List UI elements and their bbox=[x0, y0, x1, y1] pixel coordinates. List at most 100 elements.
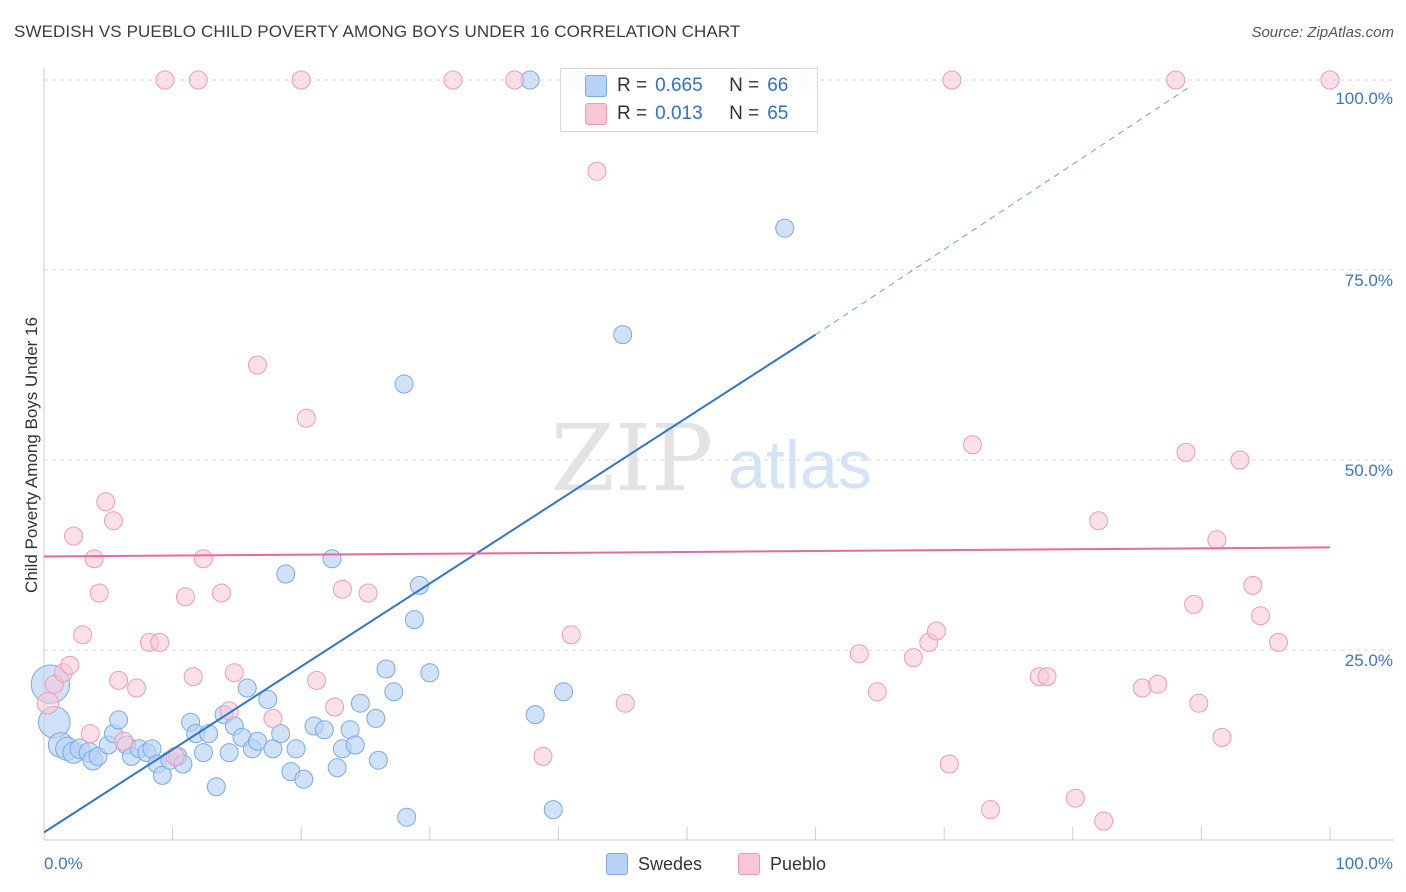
pueblo-point bbox=[114, 731, 134, 751]
swedes-point bbox=[247, 731, 267, 751]
pueblo-point bbox=[155, 70, 175, 90]
swedes-point bbox=[525, 705, 545, 725]
pueblo-points bbox=[36, 70, 1340, 831]
n-label: N = bbox=[729, 75, 760, 96]
r-value: 0.013 bbox=[655, 103, 703, 124]
pueblo-point bbox=[1184, 594, 1204, 614]
pueblo-point bbox=[1212, 727, 1232, 747]
pueblo-point bbox=[224, 663, 244, 683]
pueblo-point bbox=[615, 693, 635, 713]
pueblo-point bbox=[962, 435, 982, 455]
pueblo-point bbox=[109, 670, 129, 690]
pueblo-point bbox=[127, 678, 147, 698]
swedes-point bbox=[420, 663, 440, 683]
pueblo-point bbox=[193, 549, 213, 569]
pueblo-point bbox=[60, 655, 80, 675]
swedes-point bbox=[554, 682, 574, 702]
pueblo-point bbox=[291, 70, 311, 90]
source-label: Source: ZipAtlas.com bbox=[1251, 24, 1394, 41]
swedes-point bbox=[193, 743, 213, 763]
pueblo-point bbox=[1207, 530, 1227, 550]
swedes-legend-swatch bbox=[606, 853, 628, 875]
swedes-point bbox=[327, 758, 347, 778]
swedes-point bbox=[368, 750, 388, 770]
n-label: N = bbox=[729, 103, 760, 124]
pueblo-point bbox=[1065, 788, 1085, 808]
pueblo-point bbox=[1094, 811, 1114, 831]
pueblo-point bbox=[939, 754, 959, 774]
pueblo-point bbox=[211, 583, 231, 603]
pueblo-point bbox=[1320, 70, 1340, 90]
swedes-point bbox=[294, 769, 314, 789]
pueblo-point bbox=[1269, 632, 1289, 652]
pueblo-point bbox=[903, 648, 923, 668]
pueblo-point bbox=[332, 579, 352, 599]
swedes-point bbox=[384, 682, 404, 702]
stats-row-pueblo: R = 0.013 N = 65 bbox=[585, 101, 788, 127]
swedes-point bbox=[404, 610, 424, 630]
pueblo-point bbox=[980, 800, 1000, 820]
pueblo-point bbox=[1243, 575, 1263, 595]
pueblo-point bbox=[1176, 442, 1196, 462]
pueblo-point bbox=[165, 746, 185, 766]
y-tick-label: 25.0% bbox=[1345, 651, 1393, 670]
pueblo-point bbox=[80, 724, 100, 744]
pueblo-point bbox=[296, 408, 316, 428]
grid-lines bbox=[44, 79, 1394, 651]
watermark-atlas: atlas bbox=[728, 427, 872, 503]
stats-legend: R = 0.665 N = 66 R = 0.013 N = 65 bbox=[560, 68, 818, 132]
r-label: R = bbox=[617, 103, 648, 124]
pueblo-point bbox=[325, 697, 345, 717]
swedes-point bbox=[376, 659, 396, 679]
swedes-point bbox=[322, 549, 342, 569]
swedes-point bbox=[152, 765, 172, 785]
swedes-point bbox=[366, 708, 386, 728]
pueblo-point bbox=[73, 625, 93, 645]
swedes-trend-extension bbox=[815, 87, 1189, 336]
swedes-point bbox=[350, 693, 370, 713]
pueblo-point bbox=[1189, 693, 1209, 713]
pueblo-point bbox=[1148, 674, 1168, 694]
swedes-point bbox=[394, 374, 414, 394]
x-tick-label: 0.0% bbox=[44, 854, 83, 873]
legend-label-swedes: Swedes bbox=[638, 853, 703, 874]
pueblo-point bbox=[1251, 606, 1271, 626]
r-value: 0.665 bbox=[655, 75, 703, 96]
pueblo-swatch bbox=[585, 103, 607, 125]
pueblo-point bbox=[263, 708, 283, 728]
r-label: R = bbox=[617, 75, 648, 96]
pueblo-point bbox=[533, 746, 553, 766]
pueblo-point bbox=[1166, 70, 1186, 90]
swedes-point bbox=[258, 689, 278, 709]
pueblo-point bbox=[89, 583, 109, 603]
y-tick-label: 75.0% bbox=[1345, 271, 1393, 290]
swedes-point bbox=[775, 218, 795, 238]
chart-title: SWEDISH VS PUEBLO CHILD POVERTY AMONG BO… bbox=[14, 22, 741, 41]
swedes-point bbox=[613, 325, 633, 345]
pueblo-point bbox=[96, 492, 116, 512]
swedes-point bbox=[263, 739, 283, 759]
pueblo-point bbox=[867, 682, 887, 702]
swedes-point bbox=[206, 777, 226, 797]
swedes-point bbox=[397, 807, 417, 827]
pueblo-point bbox=[247, 355, 267, 375]
trend-lines bbox=[43, 87, 1331, 834]
pueblo-point bbox=[64, 526, 84, 546]
pueblo-point bbox=[175, 587, 195, 607]
y-tick-label: 50.0% bbox=[1345, 461, 1393, 480]
swedes-point bbox=[543, 800, 563, 820]
pueblo-point bbox=[150, 632, 170, 652]
pueblo-point bbox=[1230, 450, 1250, 470]
pueblo-point bbox=[1089, 511, 1109, 531]
pueblo-point bbox=[561, 625, 581, 645]
swedes-point bbox=[237, 678, 257, 698]
y-tick-label: 100.0% bbox=[1335, 89, 1393, 108]
pueblo-point bbox=[1037, 667, 1057, 687]
pueblo-point bbox=[307, 670, 327, 690]
pueblo-point bbox=[183, 667, 203, 687]
tick-labels: 25.0% 50.0% 75.0% 100.0% 0.0% 100.0% bbox=[44, 89, 1393, 873]
swedes-swatch bbox=[585, 75, 607, 97]
legend-item-pueblo: Pueblo bbox=[738, 852, 826, 876]
pueblo-point bbox=[188, 70, 208, 90]
